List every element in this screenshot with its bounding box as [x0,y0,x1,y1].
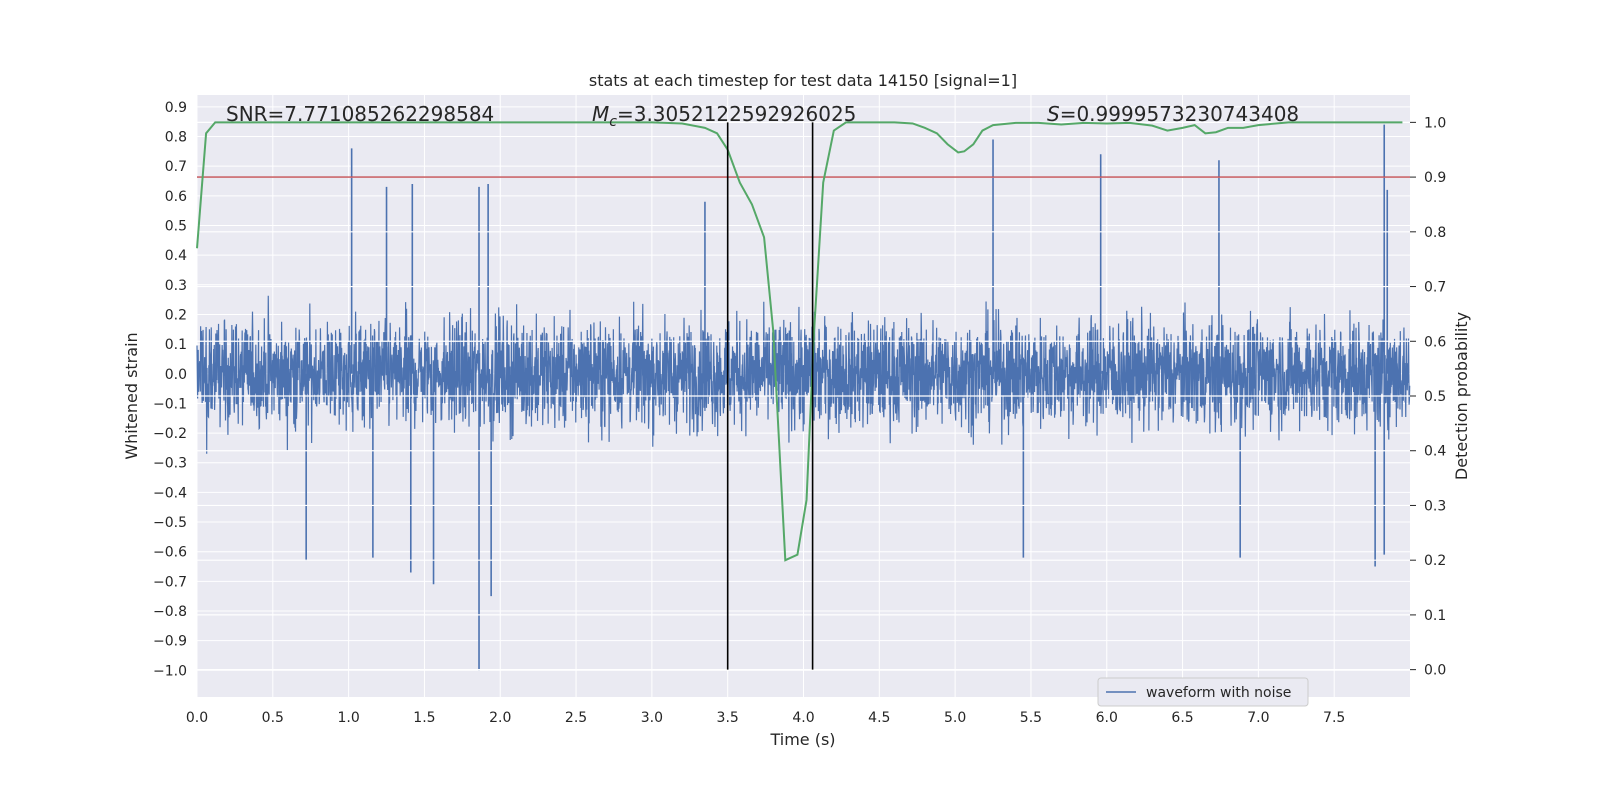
y-tick-label: −0.1 [153,396,187,412]
y-tick-label: 0.8 [165,130,187,146]
y2-tick-label: 0.6 [1424,334,1446,350]
chart-title: stats at each timestep for test data 141… [589,71,1017,90]
y-tick-label: 0.2 [165,307,187,323]
y-tick-label: 0.0 [165,367,187,383]
s-value: =0.9999573230743408 [1060,102,1299,126]
y-axis-label: Whitened strain [122,332,141,459]
x-tick-label: 0.0 [186,710,208,726]
x-tick-label: 0.5 [262,710,284,726]
y2-tick-label: 0.4 [1424,444,1446,460]
y2-tick-label: 0.3 [1424,498,1446,514]
x-tick-label: 2.5 [565,710,587,726]
y2-tick-label: 0.7 [1424,280,1446,296]
y-tick-label: 0.4 [165,248,187,264]
y-tick-label: 0.5 [165,218,187,234]
x-tick-label: 4.0 [792,710,814,726]
x-axis-label: Time (s) [769,730,835,749]
y2-tick-label: 0.2 [1424,553,1446,569]
waveform-series [196,124,1411,671]
x-tick-label: 2.0 [489,710,511,726]
s-annotation: S=0.9999573230743408 [1047,102,1299,126]
y-tick-label: 0.6 [165,189,187,205]
y-tick-label: 0.1 [165,337,187,353]
x-tick-label: 1.0 [337,710,359,726]
ticks: 0.0 0.5 1.0 1.5 2.0 2.5 3.0 3.5 4.0 4.5 5.0 5.5 6.0 6… [153,100,1446,726]
legend-label: waveform with noise [1146,685,1291,701]
y2-tick-label: 1.0 [1424,115,1446,131]
y-tick-label: −1.0 [153,663,187,679]
y-tick-label: −0.7 [153,574,187,590]
x-tick-label: 5.5 [1020,710,1042,726]
y2-tick-label: 0.8 [1424,225,1446,241]
x-tick-label: 6.0 [1096,710,1118,726]
chirp-mass-annotation: Mc=3.3052122592926025 [592,102,856,130]
legend: waveform with noise [1097,677,1309,707]
overlays [196,121,1410,671]
x-tick-label: 7.5 [1323,710,1345,726]
y2-axis-label: Detection probability [1452,312,1471,480]
y2-tick-label: 0.9 [1424,170,1446,186]
y-tick-label: −0.4 [153,485,187,501]
y2-tick-label: 0.1 [1424,608,1446,624]
y-tick-label: −0.3 [153,456,187,472]
x-tick-label: 7.0 [1247,710,1269,726]
x-tick-label: 3.0 [641,710,663,726]
legend-box [1097,677,1309,707]
x-tick-label: 4.5 [868,710,890,726]
y-tick-label: −0.9 [153,634,187,650]
x-tick-label: 3.5 [717,710,739,726]
y-tick-label: 0.7 [165,159,187,175]
y-tick-label: 0.3 [165,278,187,294]
y2-tick-label: 0.5 [1424,389,1446,405]
y-tick-label: −0.8 [153,604,187,620]
x-tick-label: 1.5 [413,710,435,726]
y-tick-label: −0.5 [153,515,187,531]
x-tick-label: 6.5 [1171,710,1193,726]
x-tick-label: 5.0 [944,710,966,726]
chirp-mass-subscript: c [609,114,617,130]
detection-probability-line [196,121,1403,562]
y-tick-label: −0.2 [153,426,187,442]
y-tick-label: −0.6 [153,545,187,561]
y2-tick-label: 0.0 [1424,663,1446,679]
chirp-mass-value: =3.3052122592926025 [617,102,856,126]
s-symbol: S [1047,102,1060,126]
snr-annotation: SNR=7.771085262298584 [226,102,494,126]
waveform-line [196,295,1411,454]
y-tick-label: 0.9 [165,100,187,116]
chirp-mass-symbol: M [592,102,609,126]
